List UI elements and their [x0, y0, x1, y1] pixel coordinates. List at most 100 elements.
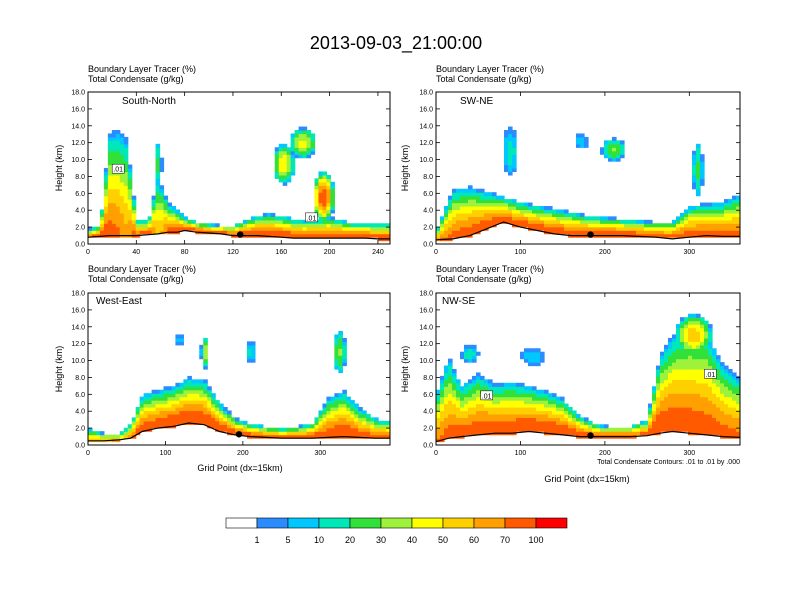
- tracer-cell: [660, 358, 665, 363]
- tracer-cell: [692, 407, 697, 412]
- tracer-cell: [552, 209, 557, 214]
- tracer-cell: [440, 413, 445, 418]
- tracer-cell: [600, 431, 605, 436]
- tracer-cell: [684, 362, 689, 367]
- tracer-cell: [708, 348, 713, 353]
- tracer-cell: [528, 202, 533, 207]
- tracer-cell: [456, 379, 461, 384]
- tracer-cell: [258, 424, 264, 429]
- tracer-cell: [532, 407, 537, 412]
- tracer-cell: [91, 431, 97, 436]
- tracer-cell: [159, 216, 165, 221]
- tracer-cell: [488, 417, 493, 422]
- tracer-cell: [648, 223, 653, 228]
- tracer-cell: [684, 331, 689, 336]
- tracer-cell: [167, 202, 173, 207]
- tracer-cell: [127, 427, 133, 432]
- tracer-cell: [684, 386, 689, 391]
- tracer-cell: [640, 431, 645, 436]
- tracer-cell: [464, 230, 469, 235]
- tracer-cell: [314, 420, 320, 425]
- y-tick-label: 0.0: [423, 443, 433, 450]
- tracer-cell: [528, 386, 533, 391]
- tracer-cell: [88, 427, 93, 432]
- panel-south-north: Boundary Layer Tracer (%) Total Condensa…: [54, 64, 391, 256]
- tracer-cell: [672, 230, 677, 235]
- tracer-cell: [692, 348, 697, 353]
- tracer-cell: [520, 396, 525, 401]
- tracer-cell: [664, 400, 669, 405]
- tracer-cell: [480, 403, 485, 408]
- tracer-cell: [696, 192, 701, 197]
- tracer-cell: [504, 212, 509, 217]
- tracer-cell: [708, 212, 713, 217]
- y-tick-label: 14.0: [71, 324, 85, 331]
- tracer-cell: [444, 413, 449, 418]
- tracer-cell: [111, 154, 117, 159]
- tracer-field: .01.01: [88, 126, 390, 242]
- tracer-cell: [700, 202, 705, 207]
- tracer-cell: [159, 209, 165, 214]
- tracer-cell: [604, 223, 609, 228]
- tracer-cell: [728, 400, 733, 405]
- tracer-cell: [736, 396, 740, 401]
- tracer-cell: [716, 202, 721, 207]
- tracer-cell: [648, 417, 653, 422]
- tracer-cell: [500, 413, 505, 418]
- tracer-cell: [354, 226, 359, 231]
- tracer-cell: [135, 226, 141, 231]
- tracer-cell: [155, 230, 161, 235]
- tracer-cell: [448, 230, 453, 235]
- tracer-cell: [736, 195, 740, 200]
- tracer-cell: [648, 431, 653, 436]
- tracer-cell: [278, 150, 284, 155]
- tracer-cell: [696, 379, 701, 384]
- tracer-cell: [175, 420, 180, 425]
- tracer-cell: [664, 230, 669, 235]
- tracer-cell: [688, 219, 693, 224]
- tracer-cell: [528, 410, 533, 415]
- terrain-line: [88, 422, 390, 442]
- tracer-cell: [103, 192, 109, 197]
- tracer-cell: [211, 410, 216, 415]
- tracer-cell: [684, 403, 689, 408]
- tracer-cell: [171, 209, 177, 214]
- tracer-cell: [696, 417, 701, 422]
- tracer-cell: [322, 226, 328, 231]
- y-tick-label: 14.0: [419, 324, 433, 331]
- tracer-cell: [334, 407, 339, 412]
- tracer-cell: [318, 230, 324, 235]
- tracer-cell: [616, 226, 621, 231]
- tracer-cell: [508, 209, 513, 214]
- tracer-cell: [512, 140, 517, 145]
- tracer-cell: [716, 413, 721, 418]
- tracer-cell: [544, 216, 549, 221]
- tracer-cell: [330, 181, 335, 186]
- tracer-cell: [436, 431, 441, 436]
- tracer-cell: [472, 230, 477, 235]
- tracer-cell: [151, 226, 157, 231]
- tracer-cell: [366, 420, 371, 425]
- tracer-cell: [720, 223, 725, 228]
- tracer-cell: [460, 209, 465, 214]
- tracer-cell: [448, 431, 453, 436]
- tracer-cell: [115, 133, 121, 138]
- tracer-cell: [456, 223, 461, 228]
- tracer-cell: [692, 365, 697, 370]
- tracer-cell: [700, 320, 705, 325]
- tracer-cell: [580, 140, 585, 145]
- tracer-cell: [286, 230, 292, 235]
- tracer-cell: [306, 434, 312, 439]
- tracer-cell: [270, 431, 276, 436]
- tracer-cell: [640, 420, 645, 425]
- tracer-cell: [716, 407, 721, 412]
- tracer-cell: [314, 427, 320, 432]
- tracer-cell: [239, 420, 244, 425]
- tracer-cell: [460, 393, 465, 398]
- tracer-cell: [676, 358, 681, 363]
- colorbar-label: 100: [528, 535, 543, 545]
- tracer-cell: [444, 219, 449, 224]
- tracer-cell: [716, 389, 721, 394]
- tracer-cell: [480, 386, 485, 391]
- tracer-cell: [672, 351, 677, 356]
